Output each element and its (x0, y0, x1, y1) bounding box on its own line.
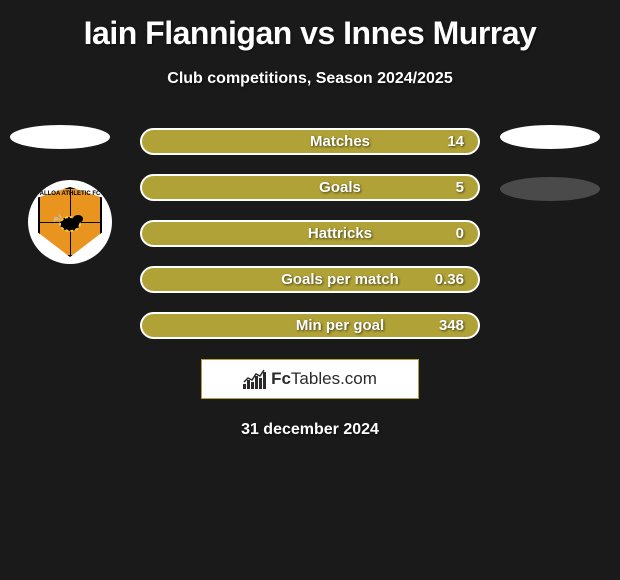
main-container: Iain Flannigan vs Innes Murray Club comp… (0, 0, 620, 449)
stat-value: 14 (424, 133, 464, 150)
stat-label: Min per goal (156, 317, 424, 334)
stat-label: Goals per match (156, 271, 424, 288)
page-title: Iain Flannigan vs Innes Murray (84, 15, 537, 52)
stat-row-hattricks: Hattricks 0 (140, 220, 480, 247)
stat-row-goals-per-match: Goals per match 0.36 (140, 266, 480, 293)
brand-text: FcTables.com (271, 369, 377, 389)
stat-row-goals: Goals 5 (140, 174, 480, 201)
stat-value: 0 (424, 225, 464, 242)
chart-icon (243, 369, 267, 389)
stat-value: 348 (424, 317, 464, 334)
stats-list: Matches 14 Goals 5 Hattricks 0 Goals per… (0, 128, 620, 339)
stat-value: 0.36 (424, 271, 464, 288)
stat-label: Matches (156, 133, 424, 150)
stat-value: 5 (424, 179, 464, 196)
stat-label: Goals (156, 179, 424, 196)
stat-label: Hattricks (156, 225, 424, 242)
stat-row-matches: Matches 14 (140, 128, 480, 155)
page-subtitle: Club competitions, Season 2024/2025 (167, 70, 452, 88)
stat-row-min-per-goal: Min per goal 348 (140, 312, 480, 339)
fctables-brand-badge[interactable]: FcTables.com (201, 359, 419, 399)
snapshot-date: 31 december 2024 (241, 421, 379, 439)
